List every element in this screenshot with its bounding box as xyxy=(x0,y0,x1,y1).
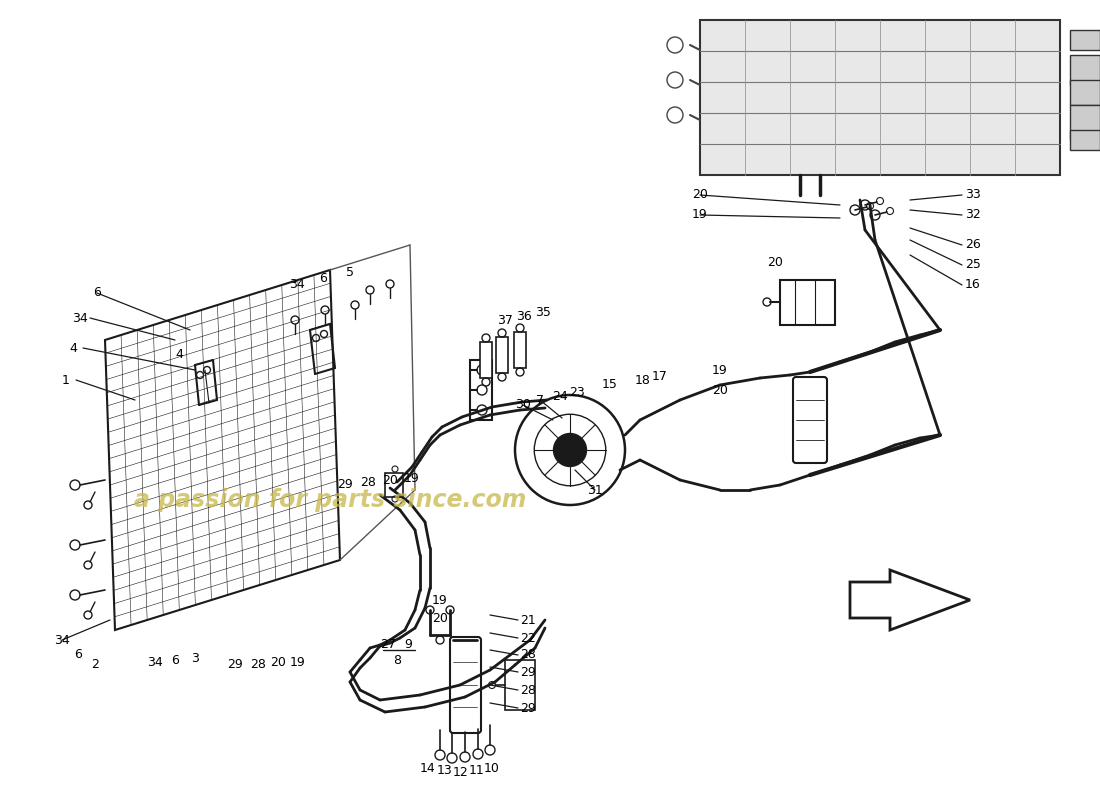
Bar xyxy=(1070,105,1100,140)
Bar xyxy=(470,360,492,420)
Text: 20: 20 xyxy=(712,383,728,397)
Bar xyxy=(1070,80,1100,105)
Text: 17: 17 xyxy=(652,370,668,382)
Text: 11: 11 xyxy=(469,765,485,778)
Text: 6: 6 xyxy=(94,286,101,299)
Text: a passion for parts since.com: a passion for parts since.com xyxy=(134,488,526,512)
Text: 37: 37 xyxy=(497,314,513,326)
Text: 3: 3 xyxy=(191,651,199,665)
Text: 19: 19 xyxy=(290,655,306,669)
Text: 29: 29 xyxy=(520,666,536,678)
Text: 19: 19 xyxy=(712,363,728,377)
Bar xyxy=(385,473,403,497)
Bar xyxy=(1070,55,1100,85)
Text: 23: 23 xyxy=(569,386,585,398)
Bar xyxy=(780,280,835,325)
Bar xyxy=(700,20,1060,175)
Text: 22: 22 xyxy=(520,631,536,645)
Text: 36: 36 xyxy=(516,310,532,322)
Text: 6: 6 xyxy=(74,649,81,662)
Bar xyxy=(496,337,508,373)
Text: 28: 28 xyxy=(520,683,536,697)
Text: 31: 31 xyxy=(587,483,603,497)
Text: 19: 19 xyxy=(404,471,420,485)
Text: 14: 14 xyxy=(420,762,436,774)
FancyBboxPatch shape xyxy=(450,637,481,733)
Text: 25: 25 xyxy=(965,258,981,271)
Text: 1: 1 xyxy=(62,374,70,386)
Text: 19: 19 xyxy=(692,209,708,222)
Circle shape xyxy=(553,434,586,466)
Text: 16: 16 xyxy=(965,278,981,291)
Text: 4: 4 xyxy=(69,342,77,354)
Text: 32: 32 xyxy=(965,209,981,222)
Text: 30: 30 xyxy=(515,398,531,411)
Text: 21: 21 xyxy=(520,614,536,626)
Bar xyxy=(1070,130,1100,150)
Text: 26: 26 xyxy=(965,238,981,251)
Bar xyxy=(480,342,492,378)
Text: 20: 20 xyxy=(692,189,708,202)
Text: 34: 34 xyxy=(73,311,88,325)
Text: 6: 6 xyxy=(319,273,327,286)
Text: 35: 35 xyxy=(535,306,551,318)
Text: 29: 29 xyxy=(520,702,536,714)
Text: 18: 18 xyxy=(635,374,651,386)
Text: 20: 20 xyxy=(382,474,398,486)
Text: 10: 10 xyxy=(484,762,499,775)
Text: 27: 27 xyxy=(381,638,396,651)
Text: 2: 2 xyxy=(91,658,99,671)
Text: 34: 34 xyxy=(289,278,305,291)
Text: 15: 15 xyxy=(602,378,618,391)
Text: 28: 28 xyxy=(360,477,376,490)
Text: 5: 5 xyxy=(346,266,354,279)
Text: 20: 20 xyxy=(767,255,783,269)
Text: 12: 12 xyxy=(453,766,469,778)
Text: 19: 19 xyxy=(432,594,448,606)
Text: 28: 28 xyxy=(250,658,266,670)
Text: 6: 6 xyxy=(172,654,179,666)
Text: 29: 29 xyxy=(227,658,243,671)
Text: 34: 34 xyxy=(147,655,163,669)
Text: 7: 7 xyxy=(536,394,544,406)
Text: 20: 20 xyxy=(271,657,286,670)
Text: 20: 20 xyxy=(432,611,448,625)
Text: 24: 24 xyxy=(552,390,568,402)
Bar xyxy=(1070,30,1100,50)
Text: 29: 29 xyxy=(337,478,353,491)
Text: 28: 28 xyxy=(520,649,536,662)
Text: 34: 34 xyxy=(54,634,70,646)
FancyBboxPatch shape xyxy=(793,377,827,463)
Text: 8: 8 xyxy=(393,654,402,666)
Bar xyxy=(514,332,526,368)
Text: 33: 33 xyxy=(965,189,981,202)
Text: 9: 9 xyxy=(404,638,411,651)
Text: 13: 13 xyxy=(437,763,453,777)
Bar xyxy=(505,660,535,710)
Text: 4: 4 xyxy=(175,349,183,362)
